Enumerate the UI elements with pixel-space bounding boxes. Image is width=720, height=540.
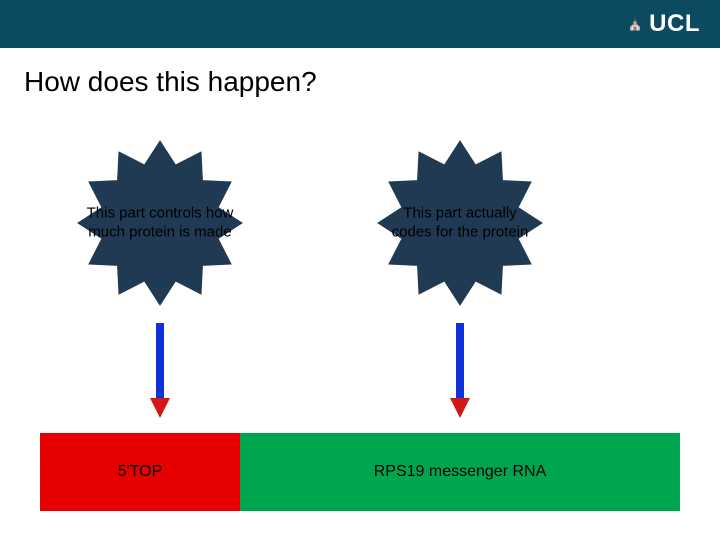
starburst-right: This part actually codes for the protein: [375, 138, 545, 308]
mrna-bar: 5'TOP RPS19 messenger RNA: [40, 433, 680, 511]
starburst-right-label: This part actually codes for the protein: [385, 204, 535, 242]
slide-title: How does this happen?: [0, 48, 720, 98]
logo-dome-icon: ⛪: [628, 17, 643, 31]
bar-segment-5top-label: 5'TOP: [118, 463, 163, 481]
starburst-left-label: This part controls how much protein is m…: [85, 204, 235, 242]
starburst-left: This part controls how much protein is m…: [75, 138, 245, 308]
ucl-logo: ⛪ UCL: [628, 10, 700, 38]
header-bar: ⛪ UCL: [0, 0, 720, 48]
slide-content: This part controls how much protein is m…: [0, 98, 720, 530]
arrow-left: [150, 323, 170, 418]
bar-segment-rps19: RPS19 messenger RNA: [240, 433, 680, 511]
logo-text: UCL: [649, 10, 700, 38]
arrow-right: [450, 323, 470, 418]
bar-segment-rps19-label: RPS19 messenger RNA: [374, 463, 547, 481]
bar-segment-5top: 5'TOP: [40, 433, 240, 511]
